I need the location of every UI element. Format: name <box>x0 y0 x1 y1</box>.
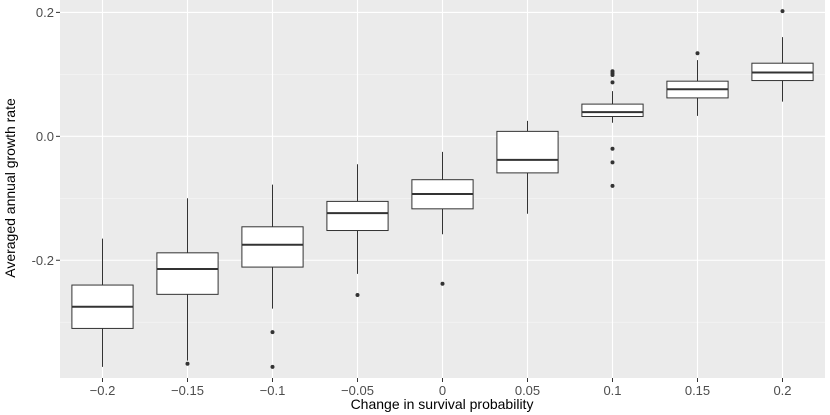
outlier-point <box>695 51 700 56</box>
box-iqr <box>496 130 559 174</box>
outlier-point <box>440 281 445 286</box>
x-tick-label: 0.05 <box>515 383 540 398</box>
box-group <box>71 238 134 367</box>
y-axis-title: Averaged annual growth rate <box>2 98 18 278</box>
outlier-point <box>270 364 275 369</box>
outlier-point <box>610 183 615 188</box>
outlier-point <box>610 146 615 151</box>
y-tick-label: 0.2 <box>36 5 54 20</box>
x-tick-label: −0.1 <box>260 383 286 398</box>
box-iqr <box>241 226 304 268</box>
box-group <box>581 69 644 188</box>
y-axis: -0.2 0.0 0.2 <box>32 5 60 268</box>
outlier-point <box>610 72 615 77</box>
box-series <box>71 9 814 369</box>
x-tick-label: −0.15 <box>171 383 204 398</box>
x-tick-label: 0 <box>439 383 446 398</box>
box-group <box>326 164 389 297</box>
x-tick-label: −0.05 <box>341 383 374 398</box>
y-tick-label: -0.2 <box>32 253 54 268</box>
box-group <box>411 151 474 286</box>
outlier-point <box>610 160 615 165</box>
x-tick-label: −0.2 <box>90 383 116 398</box>
box-group <box>156 198 219 366</box>
box-group <box>751 9 814 102</box>
y-tick-label: 0.0 <box>36 129 54 144</box>
x-tick-label: 0.15 <box>685 383 710 398</box>
x-tick-label: 0.1 <box>603 383 621 398</box>
box-iqr <box>581 103 644 117</box>
outlier-point <box>355 292 360 297</box>
box-iqr <box>326 200 389 232</box>
box-group <box>496 120 559 214</box>
x-tick-label: 0.2 <box>773 383 791 398</box>
outlier-point <box>610 80 615 85</box>
box-group <box>241 184 304 369</box>
x-axis-title: Change in survival probability <box>351 396 534 412</box>
x-axis: −0.2 −0.15 −0.1 −0.05 0 0.05 0.1 0.15 0.2 <box>90 378 792 398</box>
box-iqr <box>156 252 219 295</box>
outlier-point <box>270 330 275 335</box>
outlier-point <box>185 361 190 366</box>
outlier-point <box>780 9 785 14</box>
box-group <box>666 51 729 116</box>
